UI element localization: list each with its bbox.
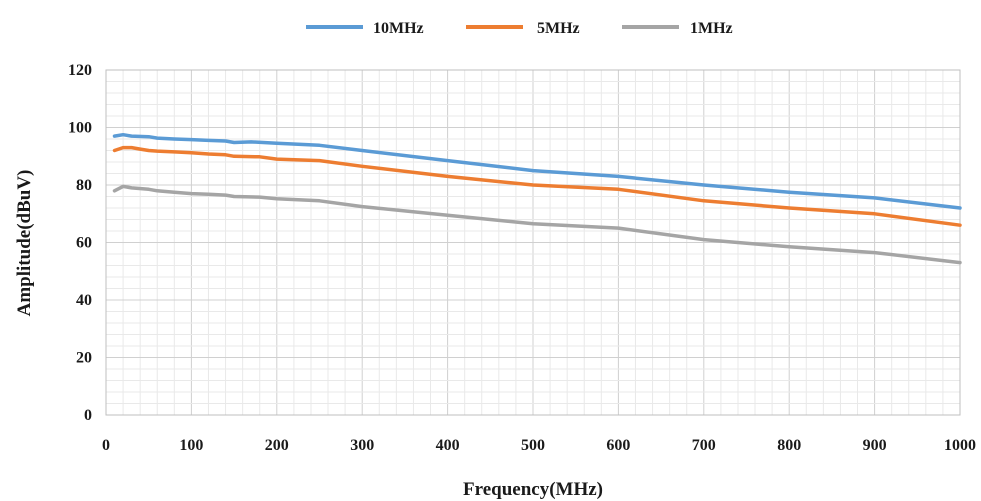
legend-item-10mhz: 10MHz (306, 20, 424, 37)
y-tick-label: 60 (76, 235, 92, 252)
series-line-1mhz (112, 184, 962, 265)
series-line-10mhz (112, 132, 962, 210)
x-tick-label: 900 (863, 437, 887, 454)
legend-item-1mhz: 1MHz (622, 20, 733, 37)
x-axis-ticks: 0 100 200 300 400 500 600 700 800 900 1000 (102, 437, 976, 454)
y-tick-label: 0 (84, 407, 92, 424)
gridlines (105, 69, 961, 416)
x-tick-label: 200 (265, 437, 289, 454)
plot-frame (105, 69, 961, 416)
x-tick-label: 800 (777, 437, 801, 454)
legend: 10MHz 5MHz 1MHz (306, 20, 733, 37)
legend-label-5mhz: 5MHz (537, 20, 580, 37)
y-tick-label: 100 (68, 120, 92, 137)
legend-label-10mhz: 10MHz (373, 20, 424, 37)
x-axis-title: Frequency(MHz) (463, 479, 603, 500)
x-tick-label: 1000 (944, 437, 976, 454)
y-tick-label: 40 (76, 292, 92, 309)
y-tick-label: 80 (76, 177, 92, 194)
legend-label-1mhz: 1MHz (690, 20, 733, 37)
x-tick-label: 300 (350, 437, 374, 454)
y-tick-label: 120 (68, 62, 92, 79)
y-tick-label: 20 (76, 350, 92, 367)
x-tick-label: 500 (521, 437, 545, 454)
series-line-5mhz (112, 145, 962, 227)
x-tick-label: 0 (102, 437, 110, 454)
x-tick-label: 400 (436, 437, 460, 454)
legend-item-5mhz: 5MHz (466, 20, 580, 37)
y-axis-ticks: 0 20 40 60 80 100 120 (68, 62, 92, 424)
x-tick-label: 700 (692, 437, 716, 454)
x-tick-label: 100 (179, 437, 203, 454)
y-axis-title: Amplitude(dBuV) (14, 170, 35, 317)
x-tick-label: 600 (606, 437, 630, 454)
series-lines (112, 132, 962, 265)
